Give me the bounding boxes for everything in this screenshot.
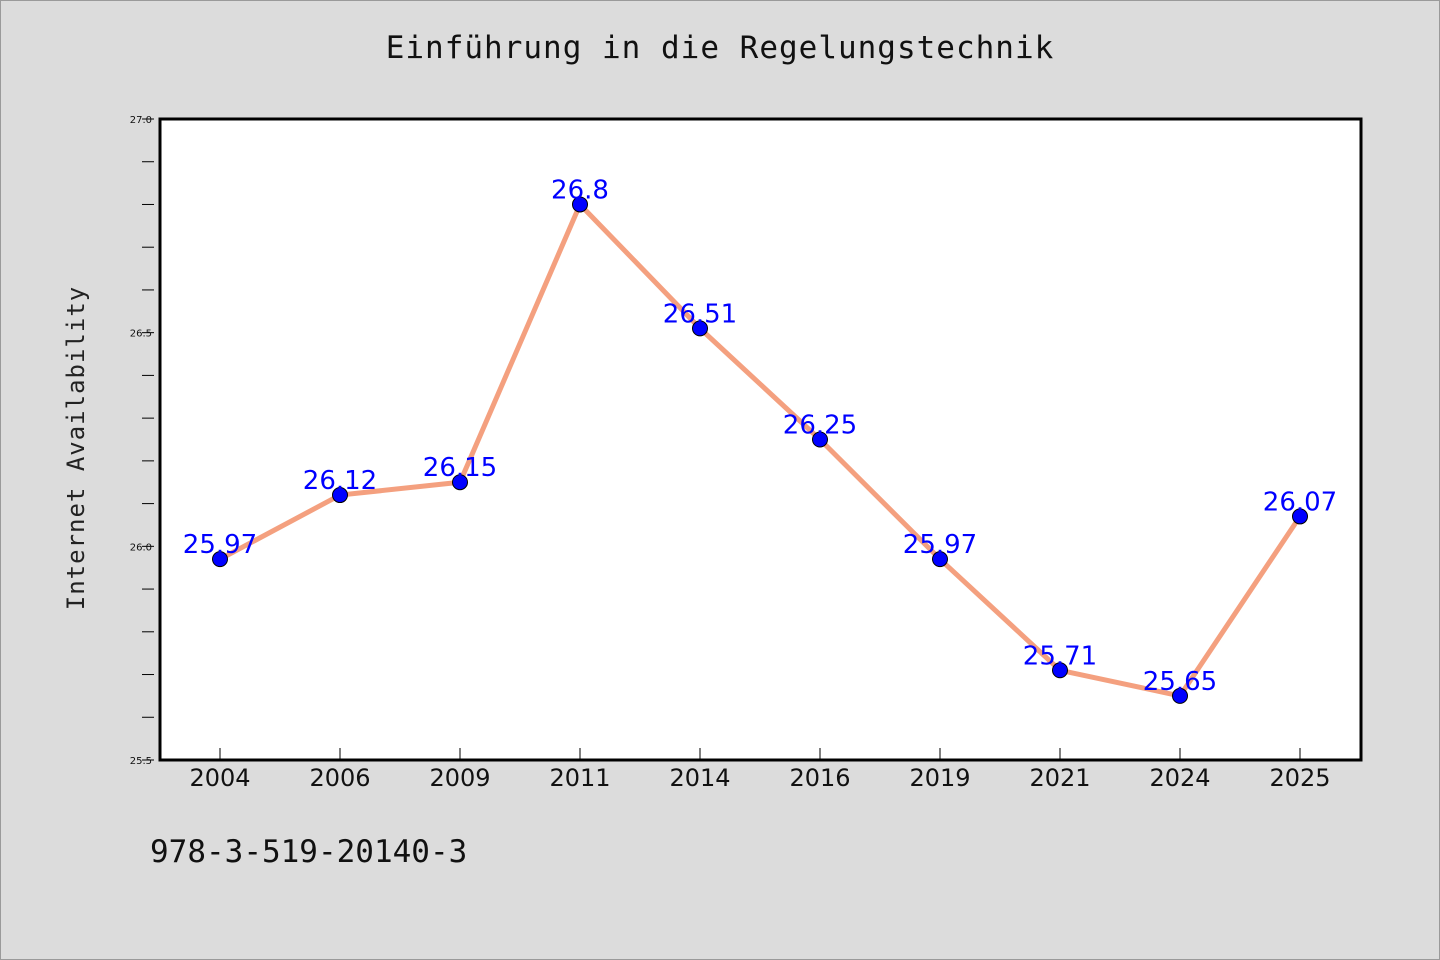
data-point bbox=[1172, 687, 1188, 704]
x-tick-label: 2014 bbox=[669, 764, 730, 792]
data-point bbox=[572, 196, 588, 213]
y-tick-label: 26.5 bbox=[130, 329, 152, 340]
data-label: 26.8 bbox=[551, 175, 609, 205]
markers-group bbox=[212, 196, 1308, 704]
y-tick-label: 26.0 bbox=[130, 542, 152, 553]
data-point bbox=[812, 431, 828, 448]
footer-isbn: 978-3-519-20140-3 bbox=[150, 834, 468, 870]
x-tick-label: 2024 bbox=[1149, 764, 1210, 792]
data-label: 26.15 bbox=[423, 453, 497, 483]
data-point bbox=[692, 320, 708, 337]
data-point bbox=[452, 474, 468, 491]
x-tick-label: 2021 bbox=[1029, 764, 1090, 792]
data-point bbox=[1292, 508, 1308, 525]
x-tick-label: 2009 bbox=[429, 764, 490, 792]
y-tick-label: 25.5 bbox=[130, 756, 152, 767]
data-label: 25.65 bbox=[1143, 667, 1217, 697]
chart-title: Einführung in die Regelungstechnik bbox=[385, 30, 1055, 66]
x-tick-label: 2016 bbox=[789, 764, 850, 792]
data-label: 26.25 bbox=[783, 411, 857, 441]
data-point bbox=[212, 551, 228, 568]
plot-area bbox=[158, 117, 1363, 762]
data-label: 25.71 bbox=[1023, 641, 1097, 671]
data-labels-group: 25.97 26.12 26.15 26.8 26.51 26.25 25.97 25.71 2… bbox=[183, 175, 1337, 696]
x-tick-label: 2011 bbox=[549, 764, 610, 792]
x-tick-label: 2004 bbox=[189, 764, 250, 792]
series-line bbox=[218, 201, 1303, 699]
data-point bbox=[932, 551, 948, 568]
data-label: 26.12 bbox=[303, 466, 377, 496]
y-axis: 25.5 26.0 26.5 27.0 bbox=[130, 115, 154, 767]
data-label: 26.51 bbox=[663, 299, 737, 329]
data-label: 26.07 bbox=[1263, 487, 1337, 517]
x-axis: 2004 2006 2009 2011 2014 2016 2019 2021 2024 2025 bbox=[189, 748, 1331, 792]
data-label: 25.97 bbox=[903, 530, 977, 560]
x-tick-label: 2006 bbox=[309, 764, 370, 792]
y-tick-label: 27.0 bbox=[130, 115, 152, 126]
x-tick-label: 2025 bbox=[1269, 764, 1330, 792]
data-label: 25.97 bbox=[183, 530, 257, 560]
data-point bbox=[1052, 662, 1068, 679]
x-tick-label: 2019 bbox=[909, 764, 970, 792]
series-line-group bbox=[218, 201, 1303, 699]
data-point bbox=[332, 487, 348, 504]
